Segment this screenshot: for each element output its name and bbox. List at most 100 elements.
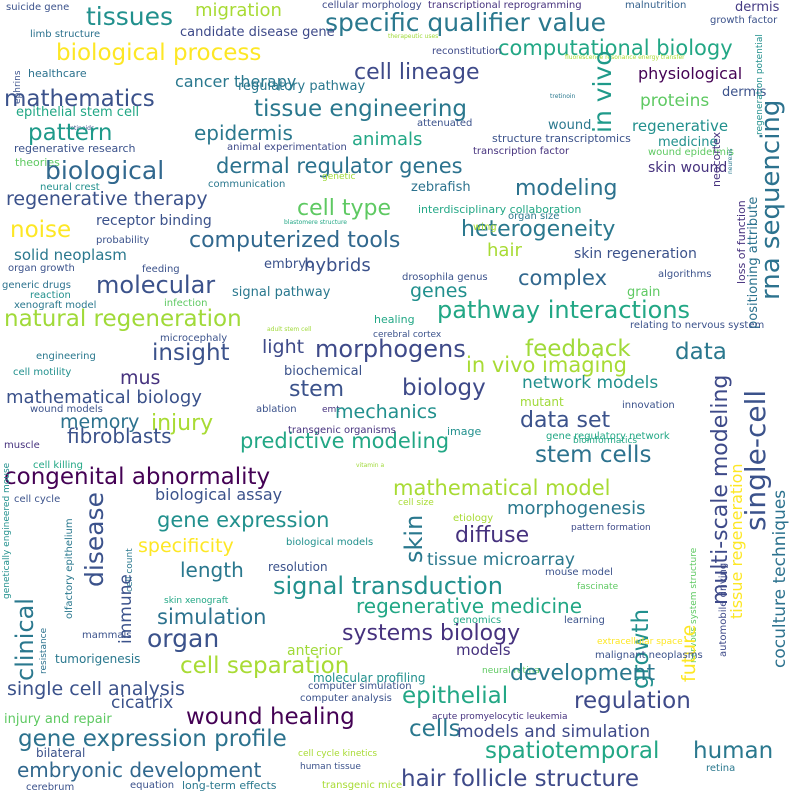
word-mechanics: mechanics: [335, 401, 437, 423]
word-resolution: resolution: [268, 560, 328, 574]
word-cerebral-cortex: cerebral cortex: [373, 330, 442, 340]
word-pattern: pattern: [28, 120, 113, 146]
word-resistance: resistance: [39, 627, 49, 674]
word-extracellular-space: extracellular space: [597, 637, 683, 647]
word-natural-regeneration: natural regeneration: [4, 306, 242, 332]
word-animals: animals: [352, 129, 423, 150]
word-computer-simulation: computer simulation: [308, 681, 412, 692]
word-proteins: proteins: [640, 91, 710, 111]
word-organ-growth: organ growth: [8, 263, 75, 274]
word-spatiotemporal: spatiotemporal: [485, 738, 660, 764]
word-models: models: [456, 641, 511, 659]
word-mathematics: mathematics: [4, 86, 155, 112]
word-length: length: [180, 558, 244, 582]
word-vitamin-a: vitamin a: [356, 462, 385, 469]
word-complex: complex: [518, 266, 607, 290]
word-infection: infection: [164, 298, 208, 309]
word-genomics: genomics: [453, 615, 502, 626]
word-skin: skin: [400, 514, 428, 563]
word-congenital-abnormality: congenital abnormality: [4, 464, 271, 490]
word-cell-separation: cell separation: [180, 653, 350, 679]
word-gene-expression-profile: gene expression profile: [18, 726, 287, 752]
word-in-vivo: in vivo: [588, 50, 617, 133]
word-human: human: [693, 738, 774, 764]
word-heterogeneity: heterogeneity: [461, 217, 616, 242]
word-light: light: [262, 336, 305, 358]
word-simulation: simulation: [157, 605, 267, 629]
word-automobile-driving: automobile driving: [718, 562, 729, 657]
word-cicatrix: cicatrix: [111, 693, 174, 713]
word-interdisciplinary-collaboration: interdisciplinary collaboration: [418, 203, 582, 216]
word-mouse-model: mouse model: [545, 567, 613, 578]
word-pattern-formation: pattern formation: [571, 523, 651, 533]
word-hair: hair: [487, 240, 522, 261]
word-biology: biology: [402, 375, 486, 401]
word-neurexis: neurexis: [727, 148, 734, 174]
word-fluorescence-resonance-energy-transfer: fluorescence resonance energy transfer: [565, 54, 685, 61]
word-retinoids: retinoids: [68, 125, 95, 132]
word-ablation: ablation: [256, 404, 297, 415]
word-rna-sequencing: rna sequencing: [756, 99, 786, 300]
word-medicine: medicine: [658, 135, 718, 150]
word-cell-cycle: cell cycle: [14, 494, 61, 505]
word-anterior: anterior: [287, 643, 343, 659]
word-long-term-effects: long-term effects: [182, 779, 277, 792]
word-tretinoin: tretinoin: [550, 93, 576, 100]
word-suicide-gene: suicide gene: [6, 2, 70, 13]
word-regenerative-medicine: regenerative medicine: [356, 594, 583, 618]
word-blastomere-structure: blastomere structure: [284, 219, 347, 226]
word-neocortex: neocortex: [710, 131, 723, 187]
word-cancer-therapy: cancer therapy: [175, 72, 297, 91]
word-cell-motility: cell motility: [13, 367, 72, 378]
word-engineering: engineering: [36, 351, 96, 362]
word-stem-cells: stem cells: [535, 442, 652, 468]
word-genetically-engineered-mouse: genetically engineered mouse: [2, 462, 12, 599]
word-transcriptional-reprogramming: transcriptional reprogramming: [428, 0, 582, 11]
word-fascinate: fascinate: [577, 582, 619, 592]
word-genes: genes: [410, 280, 468, 302]
word-cerebrum: cerebrum: [26, 782, 75, 793]
word-wound-models: wound models: [30, 404, 103, 415]
word-wound-epidermis: wound epidermis: [648, 147, 734, 158]
word-wound-healing: wound healing: [186, 704, 355, 730]
word-embryo: embryo: [264, 257, 314, 272]
word-disease: disease: [80, 492, 109, 587]
word-in-vivo-imaging: in vivo imaging: [466, 353, 627, 377]
word-injury-and-repair: injury and repair: [4, 712, 112, 727]
word-emt: emt: [322, 405, 340, 415]
word-relating-to-nervous-system: relating to nervous system: [630, 320, 765, 331]
word-skin-regeneration: skin regeneration: [574, 246, 697, 262]
word-skin-wound: skin wound: [648, 160, 728, 176]
word-mathematical-model: mathematical model: [393, 476, 611, 500]
word-mammals: mammals: [82, 630, 132, 641]
word-regulatory-pathway: regulatory pathway: [238, 79, 366, 94]
word-predictive-modeling: predictive modeling: [240, 429, 450, 453]
word-single-cell-analysis: single cell analysis: [7, 678, 185, 700]
word-healthcare: healthcare: [28, 67, 87, 80]
word-coculture-techniques: coculture techniques: [770, 489, 790, 668]
word-models-and-simulation: models and simulation: [457, 722, 651, 742]
word-transcription-factor: transcription factor: [473, 146, 570, 157]
word-wing: wing: [473, 222, 497, 233]
word-healing: healing: [374, 313, 415, 326]
word-reconstitution: reconstitution: [432, 46, 502, 57]
word-fibroblasts: fibroblasts: [67, 424, 172, 448]
word-physiological: physiological: [638, 64, 743, 83]
word-drosophila-genus: drosophila genus: [402, 272, 488, 283]
word-morphogens: morphogens: [315, 335, 466, 363]
word-dermis: dermis: [722, 85, 767, 100]
word-epidermis: epidermis: [194, 121, 293, 145]
word-mutant: mutant: [520, 395, 564, 409]
word-hair-follicle-structure: hair follicle structure: [401, 766, 640, 792]
word-regenerative-therapy: regenerative therapy: [6, 188, 208, 210]
word-transgenic-mice: transgenic mice: [322, 780, 403, 791]
word-diffuse: diffuse: [455, 523, 530, 548]
word-tissue-regeneration: tissue regeneration: [727, 463, 746, 619]
word-tumorigenesis: tumorigenesis: [55, 652, 141, 666]
word-signal-pathway: signal pathway: [232, 285, 331, 300]
word-cells: cells: [409, 716, 461, 742]
word-modeling: modeling: [515, 176, 618, 201]
word-feeding: feeding: [142, 264, 180, 275]
word-cell-lineage: cell lineage: [354, 60, 480, 85]
word-organ-size: organ size: [508, 211, 560, 222]
